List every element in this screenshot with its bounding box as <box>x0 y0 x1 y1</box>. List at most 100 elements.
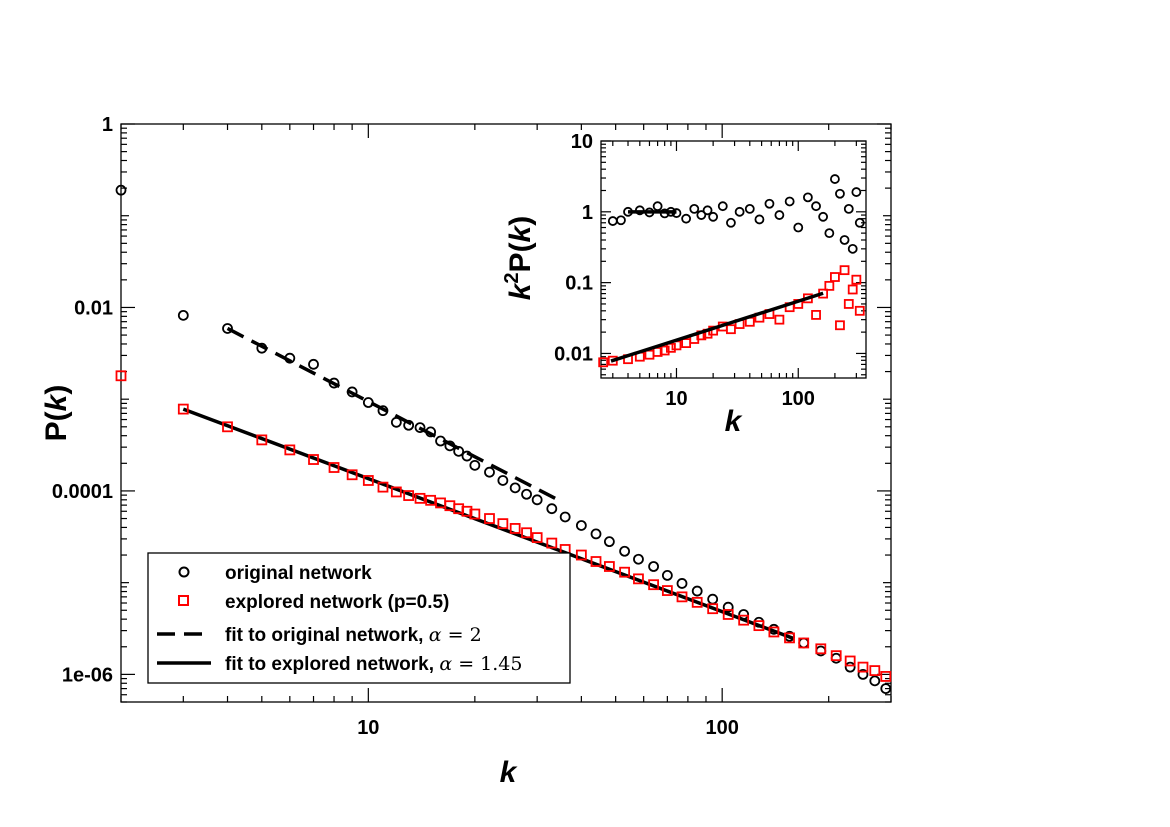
inset-point-original <box>696 210 707 220</box>
main-point-original <box>497 475 509 486</box>
main-point-explored <box>707 603 719 615</box>
main-point-original <box>857 668 869 680</box>
main-x-tick-label: 10 <box>357 717 379 739</box>
main-point-explored <box>403 490 415 501</box>
main-point-explored <box>497 518 509 530</box>
inset-y-tick-label: 10 <box>571 131 593 153</box>
main-point-original <box>509 482 521 494</box>
legend-alpha-original: 2 <box>470 624 482 646</box>
main-point-explored <box>844 655 856 667</box>
main-y-label-prefix: P( <box>40 411 73 441</box>
legend-box <box>147 552 571 684</box>
main-point-original <box>377 405 389 417</box>
main-point-original <box>880 683 892 694</box>
main-point-original <box>575 520 587 531</box>
inset-y-tick-label: 0.1 <box>565 273 593 295</box>
legend-alpha-explored: 1.45 <box>480 653 522 675</box>
inset-point-original <box>702 205 713 216</box>
main-point-original <box>531 494 543 506</box>
main-point-explored <box>115 370 127 382</box>
main-point-original <box>461 450 473 462</box>
main-y-label-var: k <box>40 393 73 411</box>
main-point-explored <box>798 637 810 649</box>
main-point-explored <box>857 661 869 673</box>
main-point-original <box>830 652 842 664</box>
main-point-original <box>435 435 446 447</box>
inset-point-original <box>811 201 821 212</box>
inset-point-explored <box>666 342 676 353</box>
inset-point-original <box>708 211 719 222</box>
main-point-explored <box>648 579 659 591</box>
inset-point-original <box>726 217 736 228</box>
main-point-original <box>691 585 703 597</box>
inset-point-original <box>818 211 829 222</box>
main-point-original <box>403 419 415 431</box>
legend-label-explored: explored network (p=0.5) <box>225 592 449 613</box>
main-y-tick-label: 1e-06 <box>62 664 113 686</box>
main-y-tick-label: 0.0001 <box>52 481 113 503</box>
main-point-original <box>661 569 673 581</box>
inset-y-label-mid: P( <box>504 242 537 272</box>
main-point-explored <box>661 585 673 596</box>
main-point-explored <box>484 513 495 524</box>
main-point-explored <box>222 421 233 433</box>
legend-alpha-symbol-original: α <box>429 624 442 646</box>
main-point-explored <box>509 523 521 534</box>
inset-y-tick-label: 0.01 <box>554 343 593 365</box>
legend-label-fit-original-text: fit to original network, <box>225 625 429 646</box>
inset-point-original <box>824 228 835 239</box>
main-point-original <box>603 536 615 548</box>
main-point-explored <box>425 494 437 506</box>
legend-label-fit-original: fit to original network, α = 2 <box>225 624 482 646</box>
main-point-original <box>425 426 437 438</box>
inset-point-original <box>802 192 813 203</box>
main-point-original <box>177 309 189 321</box>
main-point-original <box>328 377 340 389</box>
inset-point-explored <box>851 274 862 285</box>
main-point-explored <box>590 556 602 567</box>
legend-label-original: original network <box>225 563 372 584</box>
inset-point-original <box>851 187 862 197</box>
main-point-explored <box>461 505 473 517</box>
main-point-explored <box>880 671 892 682</box>
inset-point-explored <box>598 357 609 368</box>
main-point-original <box>453 445 465 457</box>
main-y-axis-label: P(k) <box>40 385 73 442</box>
main-point-explored <box>753 620 765 632</box>
inset-point-explored <box>659 345 670 356</box>
inset-point-explored <box>811 310 821 320</box>
inset-point-original <box>843 203 854 214</box>
main-point-original <box>484 466 495 478</box>
main-fit-line-original <box>226 326 562 503</box>
main-point-original <box>521 488 532 500</box>
inset-x-tick-label: 10 <box>665 388 687 410</box>
main-point-explored <box>869 665 881 676</box>
inset-point-original <box>764 198 775 209</box>
main-point-original <box>414 422 426 434</box>
inset-point-original <box>717 201 728 212</box>
inset-point-explored <box>843 299 854 309</box>
main-point-explored <box>784 632 795 644</box>
inset-fit-lines <box>610 210 824 363</box>
inset-point-explored <box>847 284 858 295</box>
inset-point-original <box>830 174 840 184</box>
main-ticks <box>120 123 892 703</box>
main-point-original <box>738 609 750 620</box>
inset-point-original <box>754 214 765 225</box>
main-point-explored <box>603 561 615 572</box>
inset-point-original <box>689 203 700 214</box>
inset-point-original <box>744 203 755 214</box>
legend-label-fit-explored: fit to explored network, α = 1.45 <box>225 653 522 675</box>
main-point-explored <box>390 486 402 498</box>
inset-y-label-prefix: k <box>504 282 537 300</box>
main-point-explored <box>691 596 703 608</box>
main-point-original <box>722 601 734 613</box>
main-point-explored <box>768 626 780 638</box>
main-point-explored <box>308 454 319 465</box>
main-point-explored <box>362 475 374 486</box>
main-point-original <box>256 342 268 354</box>
main-point-explored <box>284 444 296 456</box>
inset-y-axis-label: k2P(k) <box>501 216 537 301</box>
